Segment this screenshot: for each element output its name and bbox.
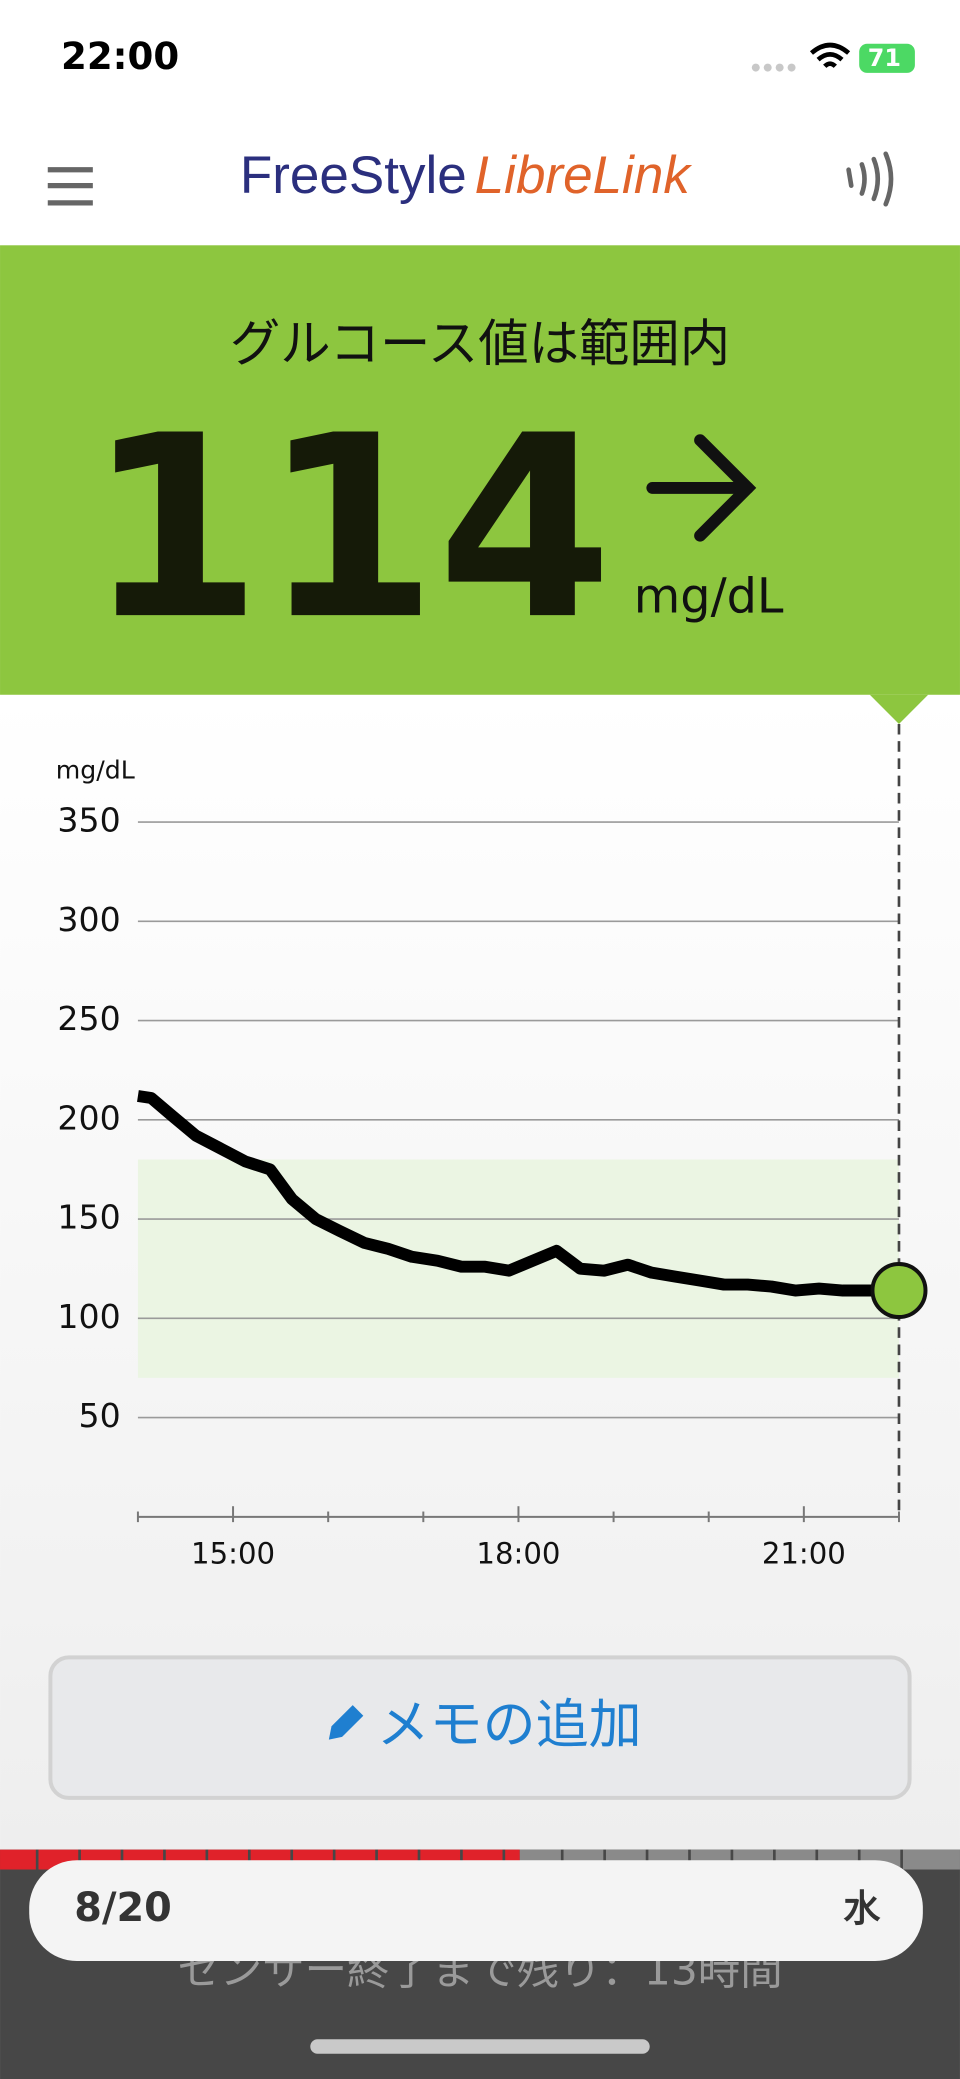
y-tick-label: 150 (57, 1198, 120, 1237)
trend-arrow (646, 434, 757, 542)
x-tick-label: 21:00 (762, 1536, 846, 1570)
weekday: 水 (843, 1887, 881, 1930)
date: 8/20 (74, 1885, 172, 1931)
pencil-icon (328, 1705, 364, 1740)
y-axis-label: mg/dL (56, 756, 135, 785)
y-tick-label: 200 (57, 1098, 120, 1137)
current-reading-dot (870, 1262, 928, 1320)
x-tick-label: 15:00 (191, 1536, 275, 1570)
glucose-line (137, 1090, 899, 1297)
date-bar (29, 1860, 923, 1961)
status-time: 22:00 (61, 35, 179, 78)
battery-level: 71 (868, 44, 901, 72)
wifi-icon (809, 42, 851, 69)
scan-button[interactable] (846, 151, 894, 207)
signal (751, 63, 796, 72)
memo-button[interactable] (48, 1655, 912, 1800)
y-tick-label: 300 (57, 900, 120, 939)
home-indicator (310, 2039, 650, 2054)
y-tick-label: 50 (79, 1396, 121, 1435)
x-tick-label: 18:00 (476, 1536, 560, 1570)
y-tick-label: 350 (57, 801, 120, 840)
banner-pointer (869, 694, 929, 724)
y-tick-label: 100 (57, 1297, 120, 1336)
menu-button[interactable] (47, 167, 93, 206)
battery (859, 43, 915, 73)
logo-librelink: LibreLink (475, 146, 693, 205)
memo-button-label: メモの追加 (377, 1693, 642, 1755)
glucose-value: 114 (87, 382, 613, 675)
glucose-chart: mg/dL 50 100 150 200 250 300 350 15:00 18:00 21:0… (56, 723, 928, 1570)
y-tick-label: 250 (57, 999, 120, 1038)
status-banner (0, 245, 960, 695)
logo-freestyle: FreeStyle (240, 146, 467, 205)
glucose-unit: mg/dL (634, 569, 784, 624)
glucose-status: グルコース値は範囲内 (230, 314, 730, 373)
